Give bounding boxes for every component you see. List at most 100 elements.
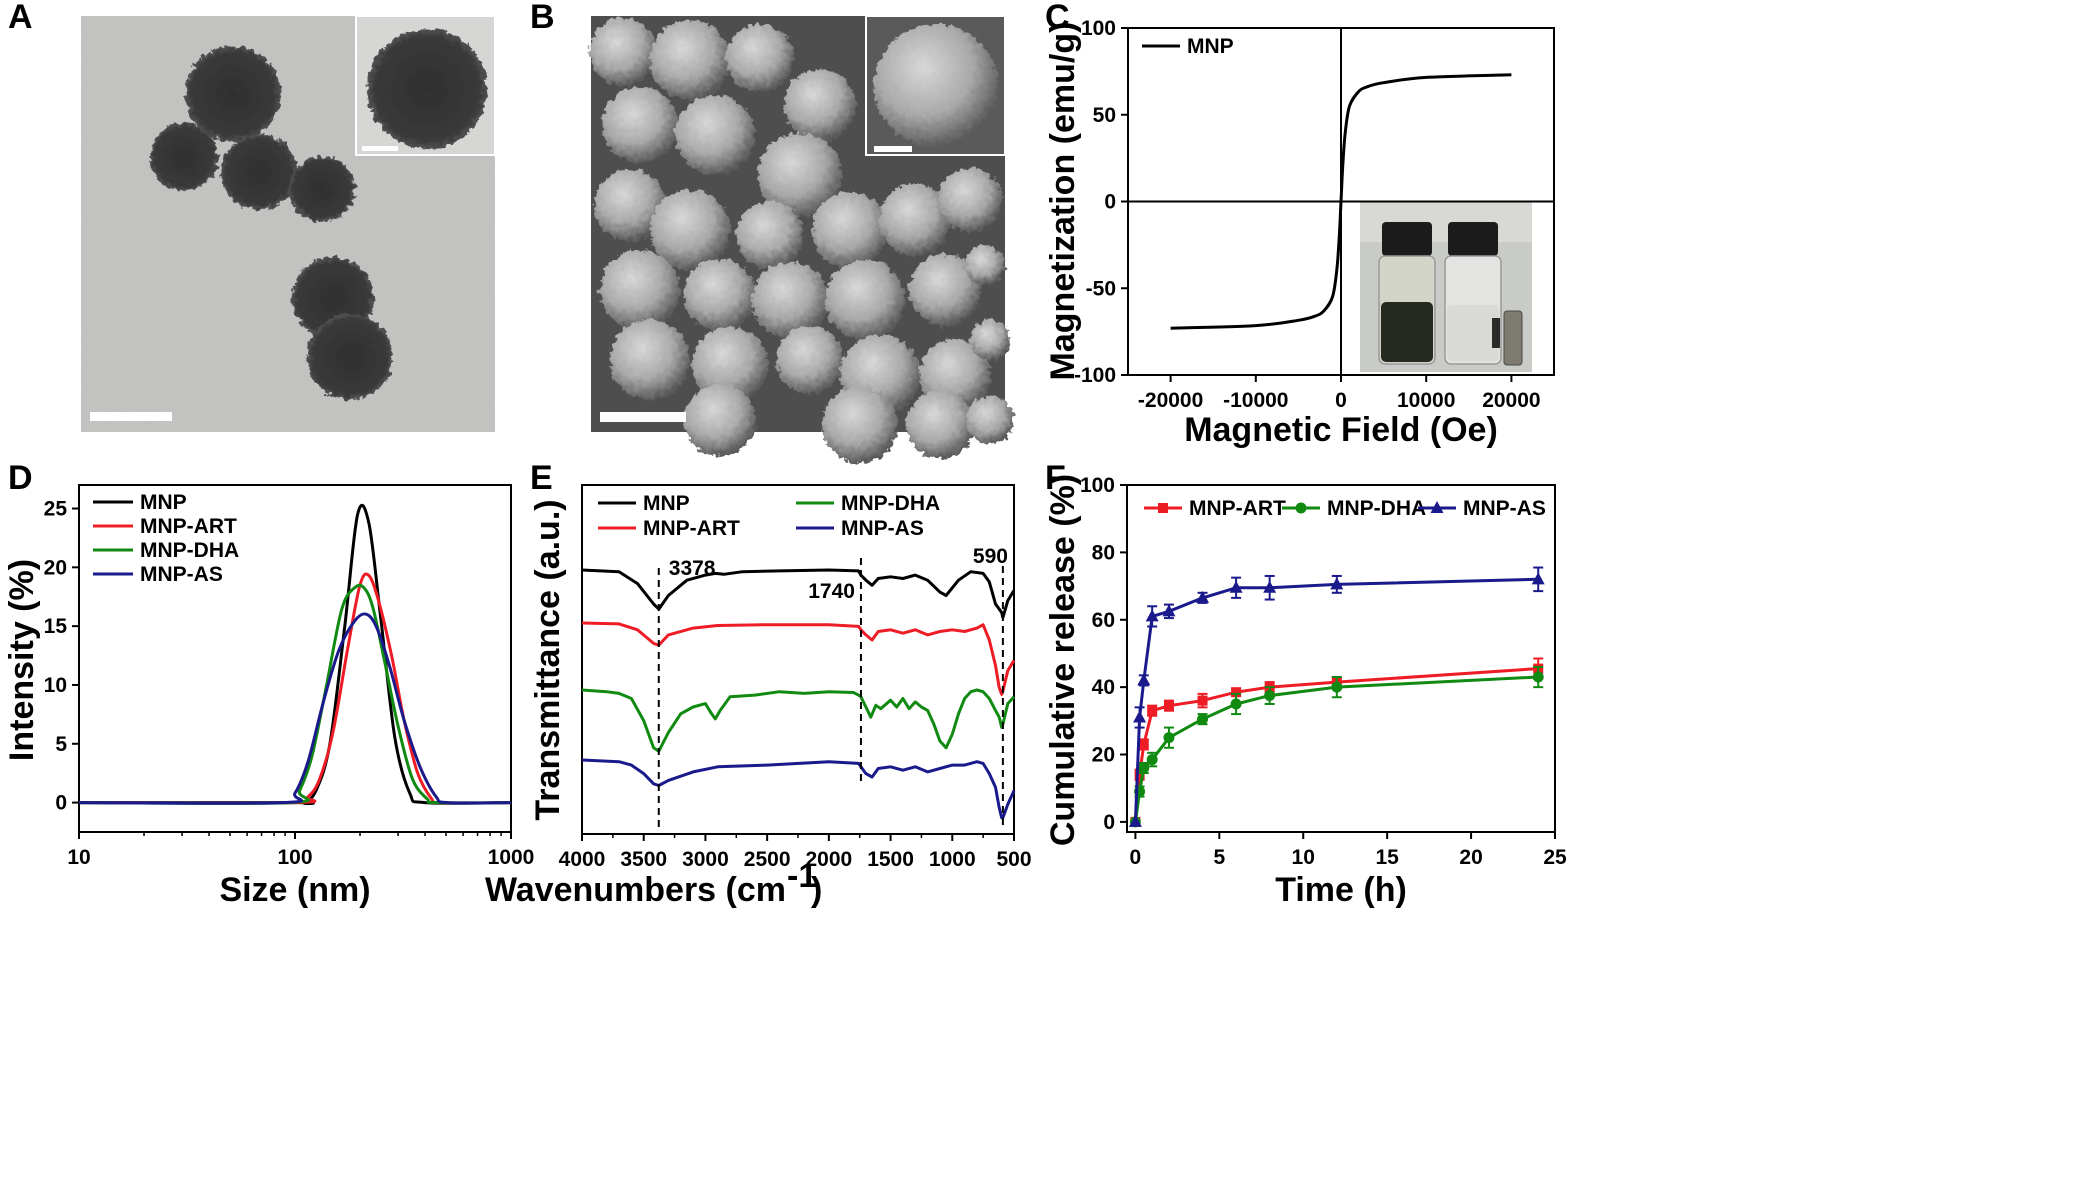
- y-tick-label: 0: [1104, 191, 1116, 214]
- legend-label: MNP-DHA: [841, 492, 940, 515]
- data-point-square: [1147, 705, 1158, 716]
- data-point-square: [1158, 503, 1168, 513]
- legend-label: MNP-ART: [140, 515, 237, 538]
- e-ylabel: Transmittance (a.u.): [529, 499, 567, 820]
- x-tick-label: 10000: [1397, 389, 1455, 412]
- e-xlabel-sup: -1: [787, 857, 817, 895]
- data-point-circle: [1163, 732, 1175, 744]
- data-point-circle: [1138, 762, 1150, 774]
- sem-particle: [650, 190, 730, 270]
- series-line: [78, 612, 512, 805]
- panel-a-tem-image: [81, 15, 496, 432]
- panel-label-a: A: [8, 0, 33, 36]
- e-xlabel-end: ): [811, 871, 822, 909]
- x-tick-label: 20: [1459, 846, 1482, 869]
- data-point-square: [1138, 739, 1149, 750]
- legend-label: MNP-ART: [1189, 497, 1286, 520]
- chart-size-distribution: Size (nm) Intensity (%) 10 100 1000 0 5 10 15 2…: [3, 484, 535, 909]
- x-tick-label: 15: [1375, 846, 1399, 869]
- panel-label-b: B: [530, 0, 555, 36]
- y-tick-label: 0: [55, 792, 67, 815]
- x-tick-label: 4000: [559, 848, 606, 871]
- data-point-triangle: [1128, 814, 1142, 827]
- sem-particle: [938, 168, 1002, 232]
- sem-particle: [726, 24, 794, 92]
- panel-label-e: E: [530, 459, 553, 497]
- sem-particle: [600, 250, 680, 330]
- data-point-circle: [1295, 502, 1307, 514]
- x-tick-label: 500: [996, 848, 1031, 871]
- y-tick-label: 20: [1092, 744, 1115, 767]
- e-xlabel: Wavenumbers (cm: [485, 871, 786, 909]
- c-ylabel: Magnetization (emu/g): [1044, 22, 1082, 381]
- y-tick-label: 80: [1092, 541, 1115, 564]
- panel-label-c: C: [1045, 0, 1070, 36]
- sem-particle: [758, 133, 842, 217]
- x-tick-label: 1000: [929, 848, 976, 871]
- series-line: [1133, 577, 1539, 822]
- data-point-triangle: [1137, 673, 1151, 686]
- data-point-triangle: [1133, 710, 1147, 723]
- data-point-triangle: [1330, 577, 1344, 590]
- data-point-triangle: [1145, 609, 1159, 622]
- sem-particle: [752, 262, 828, 338]
- y-tick-label: 5: [55, 733, 67, 756]
- legend-label: MNP-ART: [643, 517, 740, 540]
- x-tick-label: 0: [1130, 846, 1142, 869]
- data-point-triangle: [1531, 572, 1545, 585]
- y-tick-label: 0: [1103, 811, 1115, 834]
- sem-particle: [906, 391, 974, 459]
- sem-particle: [784, 69, 856, 141]
- annotation-label: 1740: [808, 580, 855, 603]
- sem-particle: [776, 326, 844, 394]
- data-point-triangle: [1263, 580, 1277, 593]
- data-point-triangle: [1162, 604, 1176, 617]
- x-tick-label: 2500: [744, 848, 791, 871]
- y-tick-label: 50: [1093, 104, 1116, 127]
- sem-particle: [909, 254, 981, 326]
- sem-particle: [736, 201, 804, 269]
- series-line: [581, 688, 1016, 753]
- chart-ftir: Wavenumbers (cm -1 ) Transmittance (a.u.…: [485, 484, 1032, 909]
- sem-particle: [812, 192, 888, 268]
- legend-label: MNP: [643, 492, 690, 515]
- y-tick-label: -100: [1074, 364, 1116, 387]
- chart-magnetization: Magnetic Field (Oe) Magnetization (emu/g…: [1044, 17, 1555, 449]
- x-tick-label: 25: [1543, 846, 1567, 869]
- data-point-square: [1134, 769, 1145, 780]
- annotation-label: 3378: [669, 557, 716, 580]
- x-tick-label: -10000: [1223, 389, 1288, 412]
- data-point-square: [1231, 687, 1242, 698]
- x-tick-label: 1000: [488, 846, 535, 869]
- f-ylabel: Cumulative release (%): [1044, 474, 1082, 846]
- sem-particle: [965, 245, 1005, 285]
- annotation-label: 590: [973, 545, 1008, 568]
- d-ylabel: Intensity (%): [3, 559, 41, 761]
- x-tick-label: 0: [1335, 389, 1347, 412]
- x-tick-label: 1500: [867, 848, 914, 871]
- sem-particle: [675, 95, 755, 175]
- sem-particle: [822, 387, 898, 463]
- chart-release: Time (h) Cumulative release (%) 0 5 10 15 20…: [1044, 474, 1567, 909]
- x-tick-label: 10: [67, 846, 90, 869]
- x-tick-label: 3000: [682, 848, 729, 871]
- y-tick-label: 20: [44, 556, 67, 579]
- sem-particle: [602, 87, 678, 163]
- data-point-triangle: [1196, 590, 1210, 603]
- y-tick-label: 100: [1080, 474, 1115, 497]
- series-line: [1133, 667, 1539, 823]
- series-line: [1133, 675, 1539, 823]
- sem-particle: [879, 184, 951, 256]
- legend-label: MNP: [140, 491, 187, 514]
- y-tick-label: 15: [44, 615, 68, 638]
- legend-label: MNP: [1187, 35, 1234, 58]
- data-point-square: [1197, 695, 1208, 706]
- x-tick-label: 2000: [805, 848, 852, 871]
- series-line: [78, 583, 512, 805]
- panel-label-f: F: [1045, 459, 1066, 497]
- sem-particle: [684, 259, 756, 331]
- sem-particle: [610, 320, 690, 400]
- data-point-square: [1163, 700, 1174, 711]
- d-xlabel: Size (nm): [219, 871, 370, 909]
